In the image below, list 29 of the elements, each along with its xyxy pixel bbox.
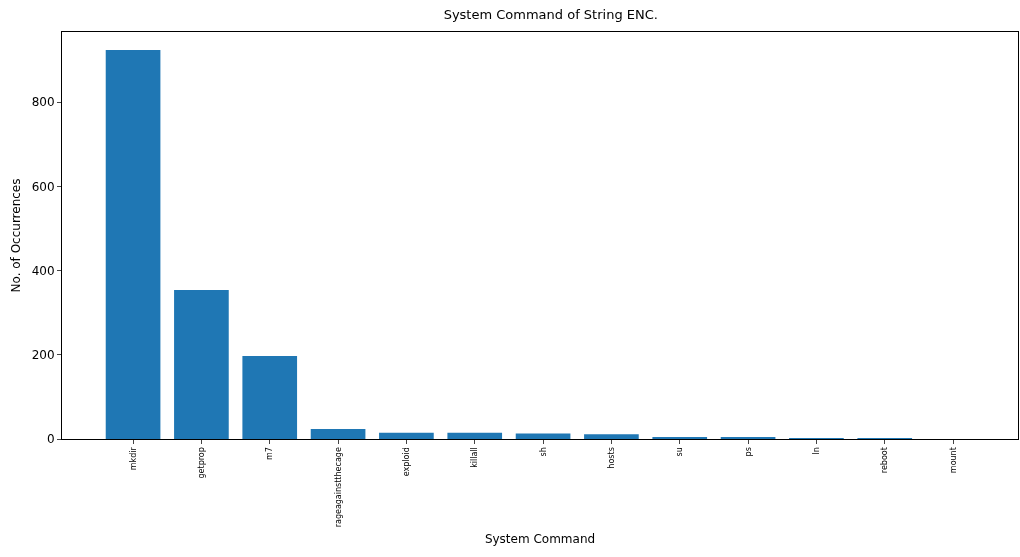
bar — [242, 356, 298, 439]
bar — [515, 433, 571, 439]
x-tick-label: m7 — [265, 447, 275, 461]
x-tick-label: su — [675, 447, 685, 457]
bar — [447, 432, 503, 439]
y-tick-label: 0 — [46, 432, 55, 447]
x-tick-label: sh — [538, 447, 548, 457]
x-tick-label: ps — [743, 447, 753, 457]
x-tick-label: ln — [812, 447, 822, 455]
y-tick-label: 600 — [31, 179, 55, 194]
x-tick-label: mount — [948, 447, 958, 474]
x-tick-label: hosts — [607, 447, 617, 469]
y-tick-label: 800 — [31, 95, 55, 110]
x-tick-label: mkdir — [128, 446, 138, 471]
y-tick-label: 200 — [31, 348, 55, 363]
x-tick-label: getprop — [197, 447, 206, 479]
chart-title: System Command of String ENC. — [443, 7, 658, 23]
x-tick-label: reboot — [880, 447, 890, 474]
x-tick-label: rageagainstthecage — [333, 447, 343, 528]
bar — [174, 290, 229, 439]
y-axis-title: No. of Occurrences — [8, 178, 23, 293]
bar — [105, 50, 161, 439]
bar — [379, 432, 434, 439]
bar — [310, 428, 366, 439]
y-tick-label: 400 — [31, 263, 55, 278]
x-axis-title: System Command — [484, 532, 596, 547]
bar — [584, 434, 639, 439]
x-tick-label: exploid — [402, 447, 412, 477]
x-tick-label: killall — [470, 447, 480, 468]
